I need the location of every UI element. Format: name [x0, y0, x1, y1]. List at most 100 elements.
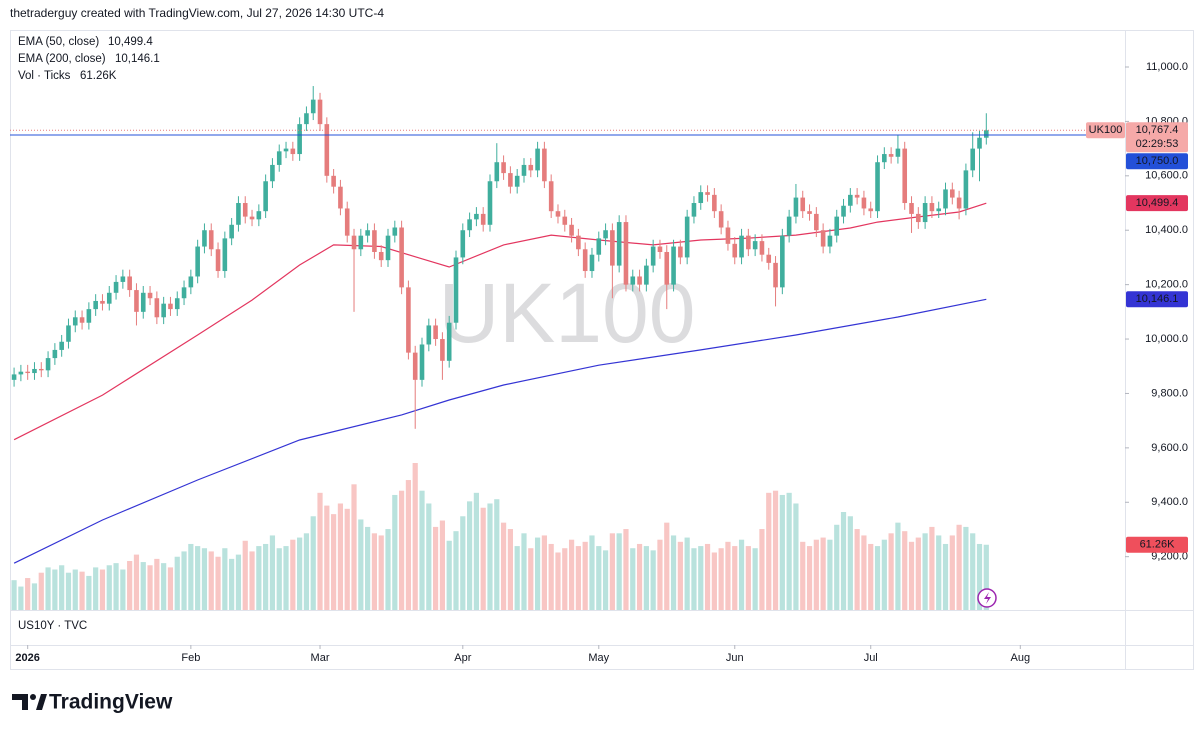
candle-body [739, 235, 744, 258]
candle-body [66, 325, 71, 342]
y-tick-label: 10,400.0 [1145, 224, 1188, 236]
y-tick-label: 9,200.0 [1151, 551, 1188, 563]
candle-body [691, 203, 697, 217]
volume-bar [847, 516, 853, 610]
candle-body [270, 164, 275, 182]
candle-body [650, 246, 656, 266]
candle-body [351, 235, 357, 250]
volume-bar [324, 505, 330, 610]
volume-bar [534, 537, 541, 610]
candle-body [93, 300, 98, 310]
candle-body [460, 230, 466, 258]
candle-body [310, 99, 316, 114]
candle-body [854, 194, 860, 198]
volume-bar [38, 572, 44, 610]
volume-bar [93, 567, 99, 610]
candle-body [984, 130, 989, 138]
candle-body [786, 216, 792, 236]
volume-bar [766, 492, 772, 610]
legend-label: Vol · Ticks [18, 70, 71, 82]
candle-body [120, 276, 126, 282]
volume-bar [167, 567, 174, 610]
candle-body [52, 349, 58, 359]
y-tick-label: 10,200.0 [1145, 279, 1188, 291]
legend-value: 10,146.1 [115, 53, 160, 65]
volume-bar [711, 552, 717, 610]
candle-body [943, 189, 948, 209]
brand: TradingView [49, 691, 173, 714]
volume-bar [154, 558, 160, 610]
candle-body [174, 298, 180, 310]
symbol-tag: UK100 [1089, 124, 1123, 136]
candle-body [848, 194, 853, 206]
volume-bar [630, 548, 636, 610]
candle-body [616, 222, 622, 266]
volume-bar [433, 526, 439, 610]
candle-body [304, 113, 309, 125]
candle-body [508, 173, 513, 187]
volume-bar [609, 533, 615, 610]
volume-bar [358, 519, 364, 610]
last-price-tag-bg [1126, 122, 1188, 153]
candle-body [555, 211, 561, 217]
volume-bar [208, 551, 214, 610]
volume-bar [745, 546, 751, 610]
volume-bar [385, 529, 391, 610]
volume-bar [303, 533, 310, 610]
candle-body [487, 181, 493, 225]
candle-body [834, 216, 840, 236]
legend-value: 10,499.4 [108, 36, 153, 48]
candle-body [38, 368, 44, 371]
volume-bar [140, 562, 146, 610]
volume-bar [31, 583, 38, 610]
candle-body [358, 235, 364, 250]
volume-bar [466, 501, 473, 610]
volume-bar [908, 541, 915, 610]
volume-bar [235, 554, 242, 610]
candle-body [882, 154, 887, 163]
candle-body [215, 249, 221, 272]
candle-body [610, 230, 615, 266]
candle-body [195, 246, 200, 277]
volume-bar [834, 524, 840, 610]
x-tick-label: Apr [454, 652, 471, 664]
x-tick-label: 2026 [15, 652, 39, 664]
volume-bar [480, 507, 486, 610]
volume-bar [263, 543, 269, 610]
volume-bar [161, 563, 167, 610]
candle-body [276, 151, 282, 165]
volume-bar [514, 546, 520, 610]
candle-body [746, 235, 751, 250]
volume-bar [874, 546, 881, 610]
candle-body [569, 224, 574, 236]
volume-bar [725, 541, 731, 610]
pane-label: US10Y · TVC [18, 620, 87, 632]
volume-bar [365, 526, 371, 610]
candle-body [446, 322, 452, 361]
volume-bar [310, 516, 316, 610]
volume-bar [813, 539, 819, 610]
volume-bar [453, 531, 459, 610]
x-tick-label: Jun [726, 652, 744, 664]
volume-bar [575, 546, 581, 610]
candle-body [331, 175, 336, 187]
volume-bar [521, 533, 527, 610]
volume-bar [351, 484, 357, 610]
watermark: UK100 [439, 266, 696, 360]
volume-bar [174, 556, 180, 610]
volume-bar [460, 516, 466, 610]
volume-bar [473, 492, 479, 610]
candle-body [72, 317, 78, 326]
volume-bar [297, 537, 303, 610]
volume-bar [18, 586, 24, 610]
volume-bar [439, 520, 446, 610]
candle-body [562, 216, 568, 225]
candle-body [725, 227, 731, 244]
candle-body [419, 344, 425, 380]
volume-bar [113, 563, 119, 610]
volume-bar [963, 526, 969, 610]
candle-body [589, 254, 595, 272]
volume-bar [378, 535, 384, 610]
